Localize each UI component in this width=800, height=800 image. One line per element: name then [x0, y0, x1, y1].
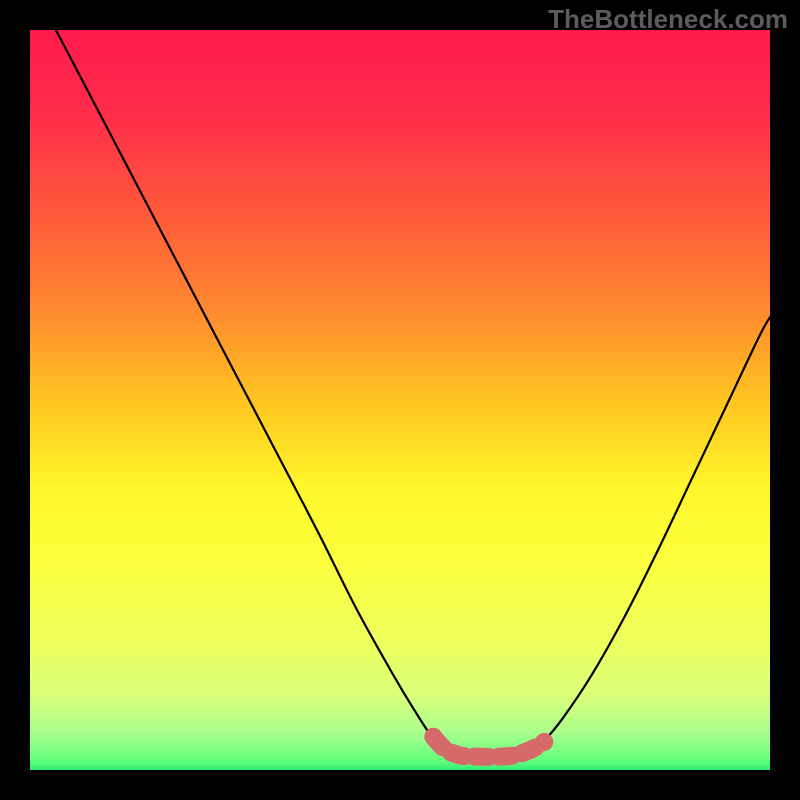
watermark-text: TheBottleneck.com: [548, 4, 788, 35]
bottleneck-chart: [30, 30, 770, 770]
gradient-background: [30, 30, 770, 770]
chart-frame: TheBottleneck.com: [0, 0, 800, 800]
